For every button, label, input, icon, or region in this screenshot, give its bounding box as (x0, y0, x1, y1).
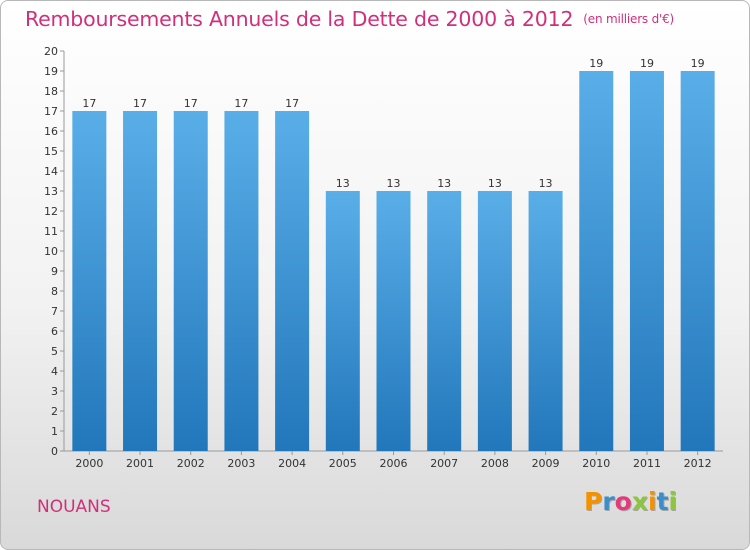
chart-title: Remboursements Annuels de la Dette de 20… (25, 7, 674, 31)
bar-value-label: 17 (285, 97, 299, 110)
bar-value-label: 17 (82, 97, 96, 110)
y-tick-label: 6 (51, 325, 58, 338)
y-tick-label: 10 (44, 245, 58, 258)
bar (629, 71, 664, 451)
bar (325, 191, 360, 451)
bar-value-label: 13 (336, 177, 350, 190)
bar-value-label: 17 (133, 97, 147, 110)
commune-name: NOUANS (37, 497, 111, 517)
bar (427, 191, 462, 451)
y-tick-label: 2 (51, 405, 58, 418)
x-tick-label: 2011 (633, 457, 661, 470)
bar (376, 191, 411, 451)
bar (123, 111, 158, 451)
bar (224, 111, 259, 451)
x-tick-label: 2006 (380, 457, 408, 470)
x-tick-label: 2001 (126, 457, 154, 470)
bar-value-label: 19 (691, 57, 705, 70)
bar (173, 111, 208, 451)
y-tick-label: 12 (44, 205, 58, 218)
bar-value-label: 13 (539, 177, 553, 190)
proxiti-logo: Proxiti (584, 487, 677, 516)
logo-letter: o (614, 487, 632, 516)
bar-value-label: 13 (488, 177, 502, 190)
y-tick-label: 13 (44, 185, 58, 198)
bar (477, 191, 512, 451)
bar-value-label: 19 (589, 57, 603, 70)
x-tick-label: 2009 (532, 457, 560, 470)
y-tick-label: 15 (44, 145, 58, 158)
y-tick-label: 1 (51, 425, 58, 438)
x-tick-label: 2012 (684, 457, 712, 470)
x-tick-label: 2002 (177, 457, 205, 470)
bar-value-label: 17 (234, 97, 248, 110)
y-tick-label: 11 (44, 225, 58, 238)
chart-unit: (en milliers d'€) (583, 12, 675, 26)
bar-value-label: 17 (184, 97, 198, 110)
x-tick-label: 2007 (430, 457, 458, 470)
logo-letter: r (602, 487, 615, 516)
y-tick-label: 5 (51, 345, 58, 358)
x-tick-label: 2005 (329, 457, 357, 470)
y-tick-label: 16 (44, 125, 58, 138)
y-tick-label: 0 (51, 445, 58, 458)
bar-value-label: 13 (437, 177, 451, 190)
x-tick-label: 2010 (582, 457, 610, 470)
bar (680, 71, 715, 451)
y-tick-label: 17 (44, 105, 58, 118)
bar-value-label: 13 (387, 177, 401, 190)
y-tick-label: 14 (44, 165, 58, 178)
y-tick-label: 3 (51, 385, 58, 398)
x-tick-label: 2004 (278, 457, 306, 470)
logo-letter: i (648, 487, 657, 516)
y-tick-label: 7 (51, 305, 58, 318)
x-tick-label: 2003 (227, 457, 255, 470)
logo-letter: x (631, 487, 648, 516)
x-tick-label: 2000 (75, 457, 103, 470)
bar-value-label: 19 (640, 57, 654, 70)
y-tick-label: 18 (44, 85, 58, 98)
y-tick-label: 4 (51, 365, 58, 378)
y-tick-label: 9 (51, 265, 58, 278)
x-tick-label: 2008 (481, 457, 509, 470)
y-tick-label: 8 (51, 285, 58, 298)
bar (72, 111, 107, 451)
bar (275, 111, 310, 451)
chart-title-text: Remboursements Annuels de la Dette de 20… (25, 7, 574, 31)
y-tick-label: 20 (44, 45, 58, 58)
logo-letter: t (656, 487, 669, 516)
bar (579, 71, 614, 451)
y-tick-label: 19 (44, 65, 58, 78)
bar (528, 191, 563, 451)
logo-letter: P (584, 487, 603, 516)
logo-letter: i (668, 487, 678, 516)
